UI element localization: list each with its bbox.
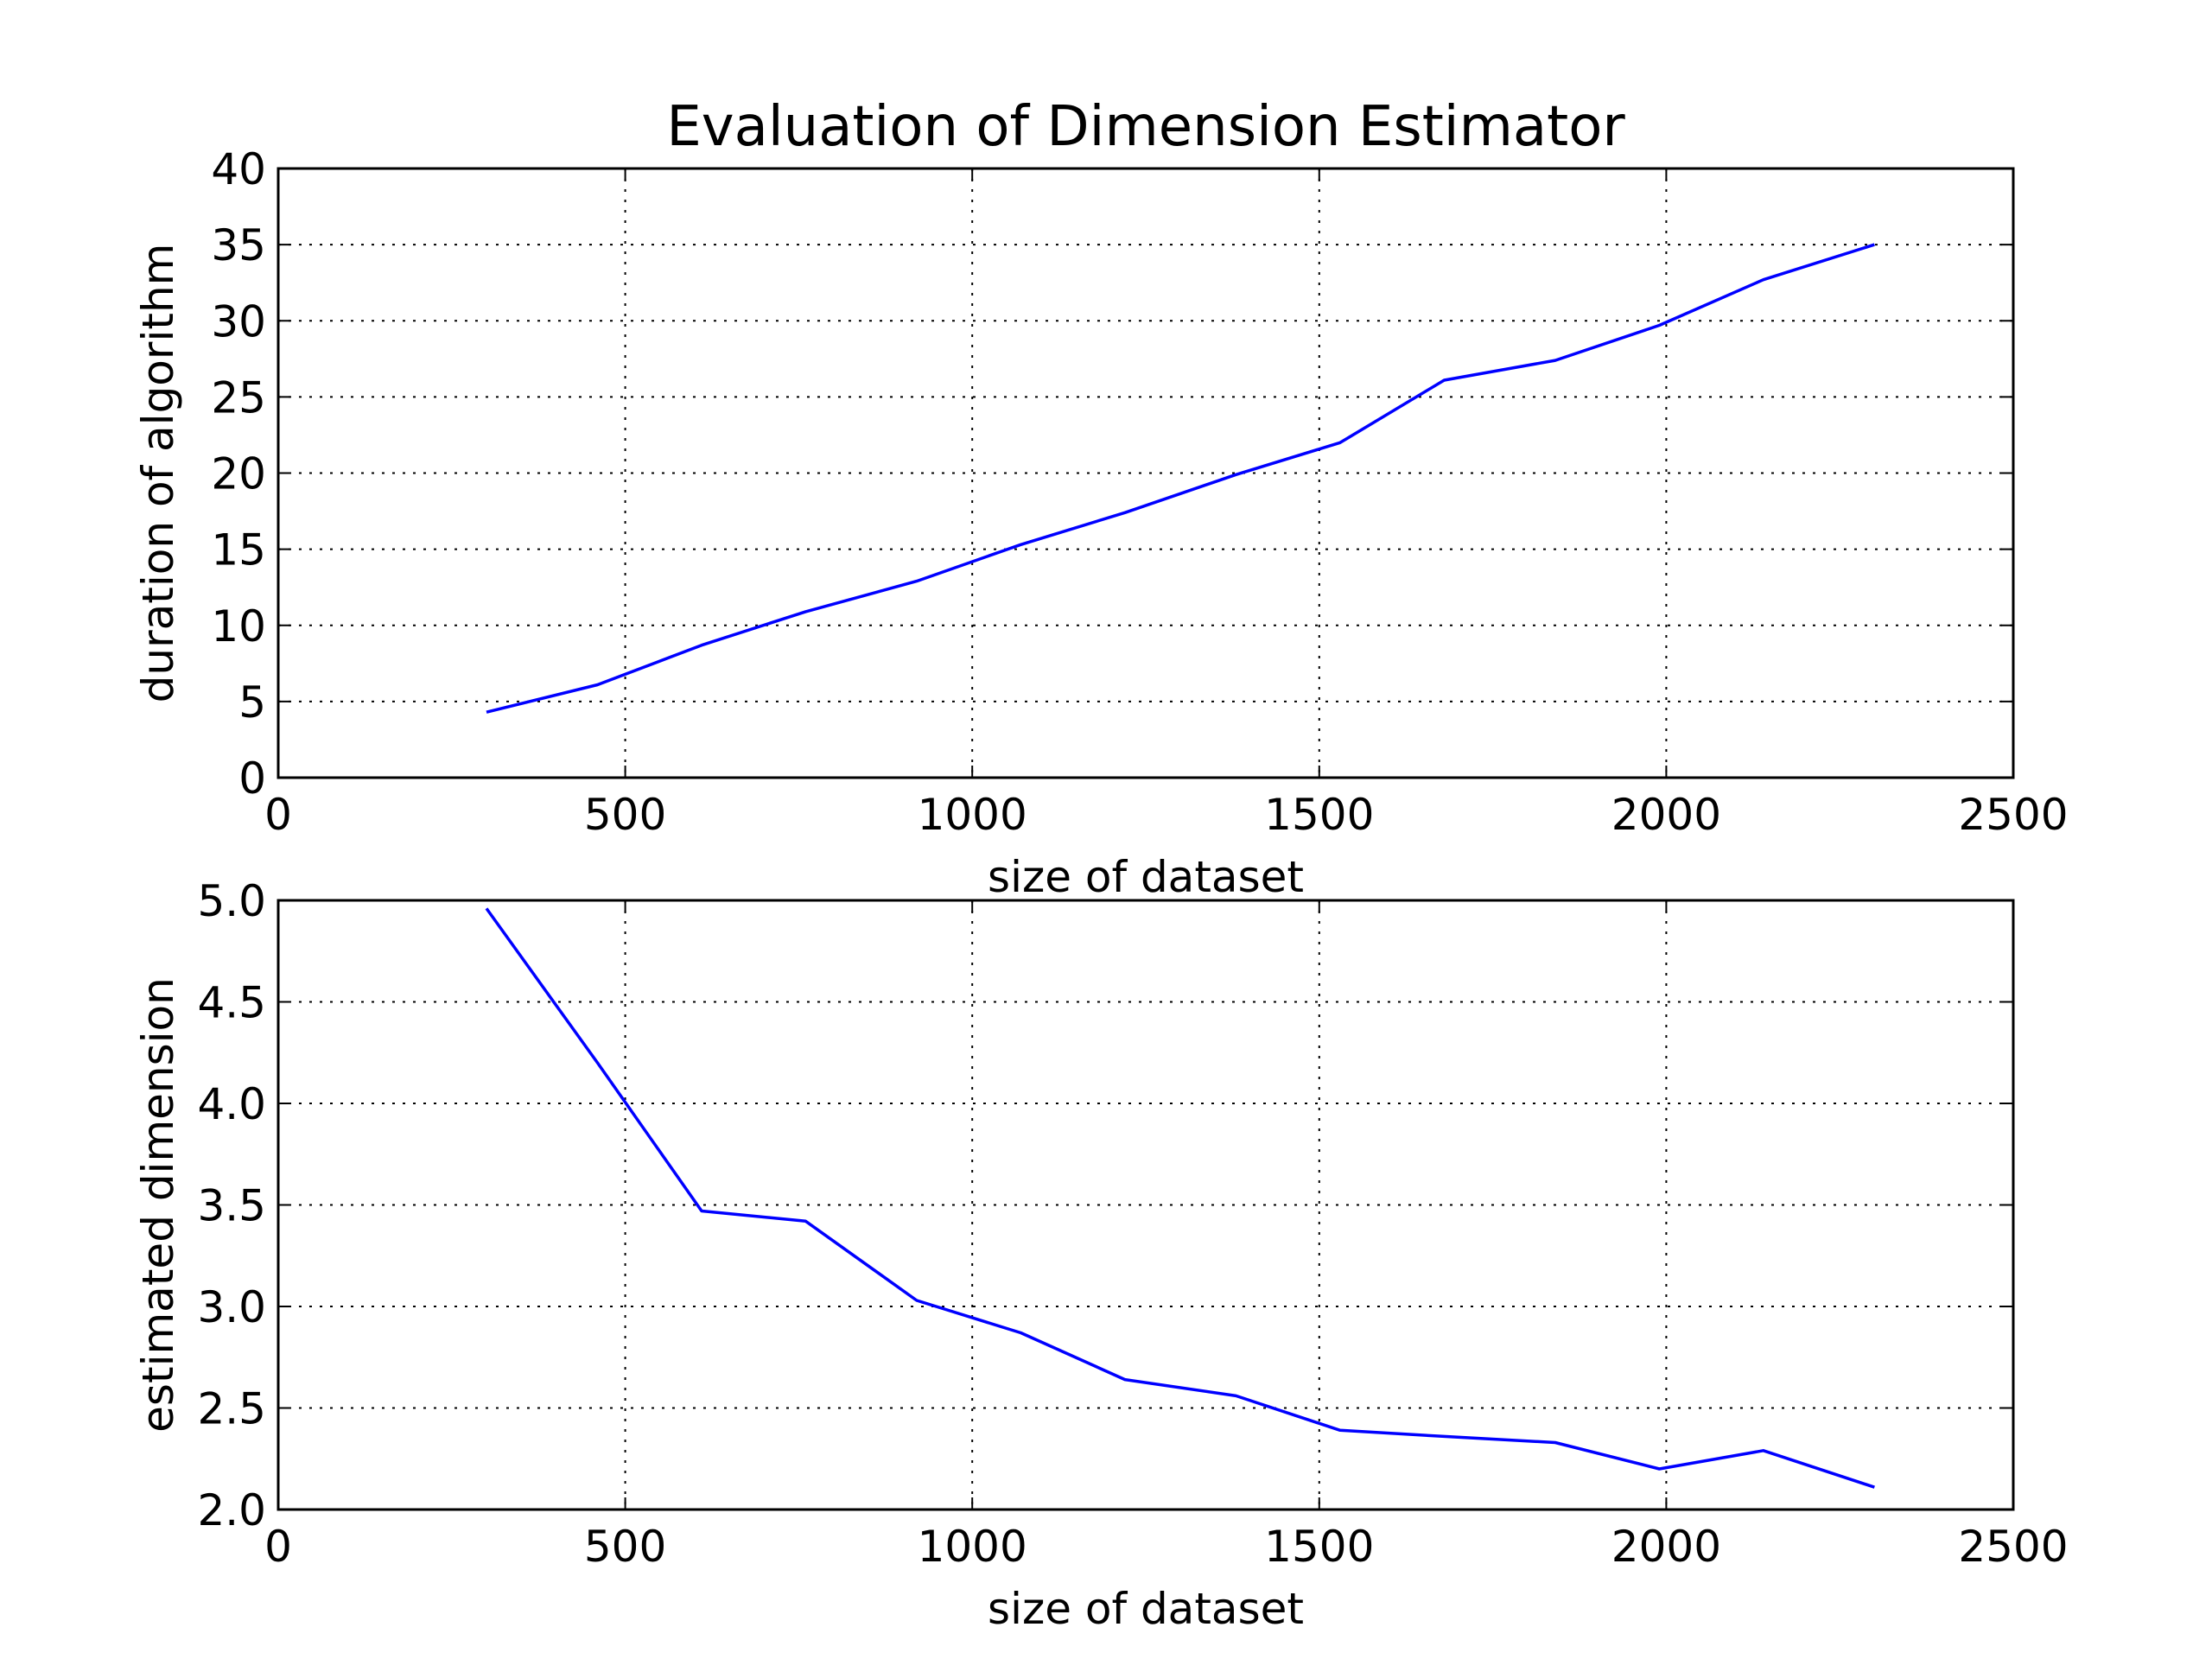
y-tick-label: 5.0 (197, 876, 266, 926)
figure-title: Evaluation of Dimension Estimator (666, 95, 1625, 159)
y-tick-label: 10 (211, 601, 266, 652)
x-tick-label: 2500 (1958, 1522, 2068, 1572)
y-tick-label: 4.5 (197, 978, 266, 1028)
y-tick-label: 40 (211, 144, 266, 194)
y-tick-label: 15 (211, 525, 266, 575)
chart-bottom: 0 500 1000 1500 2000 2500 2.0 2.5 3.0 3.5 4.0 4.5 5.… (133, 876, 2069, 1634)
y-tick-label: 4.0 (197, 1079, 266, 1129)
x-axis-label: size of dataset (988, 1584, 1304, 1634)
x-tick-label: 500 (584, 1522, 666, 1572)
x-tick-label: 2500 (1958, 790, 2068, 840)
x-axis-label: size of dataset (988, 852, 1304, 902)
plot-frame (276, 167, 2015, 779)
chart-top: 0 500 1000 1500 2000 2500 0 5 10 15 20 25 30 35 40 size… (133, 144, 2069, 902)
x-tick-label: 500 (584, 790, 666, 840)
x-tick-label: 1500 (1264, 790, 1374, 840)
x-tick-label: 1000 (918, 1522, 1027, 1572)
plots-container: 0 500 1000 1500 2000 2500 0 5 10 15 20 25 30 35 40 size… (133, 144, 2069, 1634)
y-tick-label: 0 (238, 753, 266, 804)
y-tick-label: 3.5 (197, 1181, 266, 1231)
y-tick-label: 5 (238, 677, 266, 728)
y-tick-label: 3.0 (197, 1282, 266, 1332)
y-tick-label: 30 (211, 296, 266, 346)
y-tick-label: 20 (211, 449, 266, 499)
data-line-top (486, 243, 1875, 714)
y-axis-label: duration of algorithm (133, 244, 183, 703)
x-tick-label: 0 (264, 1522, 292, 1572)
y-axis-label: estimated dimension (133, 977, 183, 1433)
y-tick-label: 25 (211, 372, 266, 423)
y-tick-label: 2.5 (197, 1384, 266, 1434)
x-tick-label: 2000 (1611, 790, 1721, 840)
data-line-bottom (485, 907, 1875, 1489)
x-tick-label: 0 (264, 790, 292, 840)
x-tick-label: 1500 (1264, 1522, 1374, 1572)
y-tick-label: 35 (211, 220, 266, 270)
plot-frame (276, 899, 2015, 1511)
x-tick-label: 1000 (918, 790, 1027, 840)
x-tick-label: 2000 (1611, 1522, 1721, 1572)
y-tick-label: 2.0 (197, 1485, 266, 1535)
